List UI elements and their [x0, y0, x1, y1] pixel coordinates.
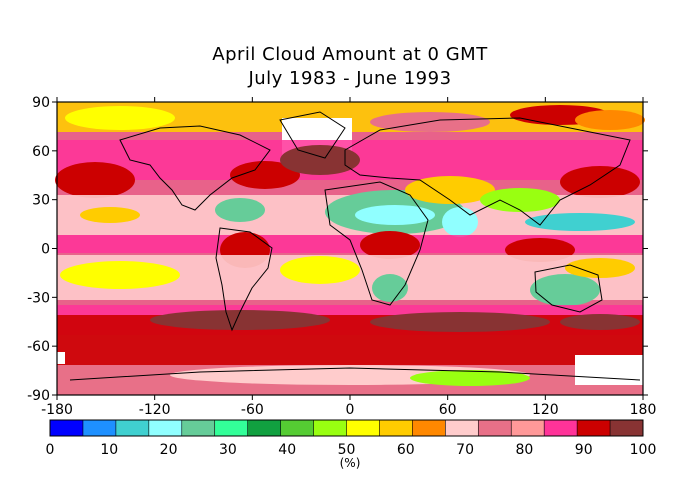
lat-tick-label: -90 — [27, 388, 50, 404]
colorbar-tick-label: 10 — [100, 442, 118, 458]
colorbar-swatch — [50, 420, 84, 436]
colorbar-swatch — [478, 420, 512, 436]
lon-tick-label: 180 — [630, 402, 657, 418]
colorbar-tick-label: 90 — [575, 442, 593, 458]
latitude-ticks: 90 60 30 0 -30 -60 -90 — [27, 95, 648, 404]
lat-tick-label: 90 — [32, 95, 50, 111]
colorbar-swatch — [412, 420, 446, 436]
colorbar-tick-label: 40 — [278, 442, 296, 458]
colorbar-swatch — [247, 420, 282, 436]
colorbar-unit-label: (%) — [340, 456, 361, 470]
map-title-line-2: July 1983 - June 1993 — [248, 68, 452, 89]
colorbar-swatch — [511, 420, 545, 436]
cloud-field — [55, 102, 645, 395]
colorbar-swatch — [577, 420, 611, 436]
lon-tick-label: 0 — [346, 402, 355, 418]
lat-tick-label: 0 — [41, 242, 50, 258]
lat-tick-label: 60 — [32, 144, 50, 160]
lon-tick-label: -60 — [241, 402, 264, 418]
lon-tick-label: -180 — [41, 402, 73, 418]
colorbar-tick-label: 100 — [630, 442, 657, 458]
colorbar-tick-label: 20 — [160, 442, 178, 458]
lon-tick-label: -120 — [139, 402, 171, 418]
colorbar-swatch — [280, 420, 315, 436]
colorbar-swatch — [148, 420, 183, 436]
colorbar-swatch — [214, 420, 249, 436]
lat-tick-label: -30 — [27, 290, 50, 306]
map-plot-area — [55, 101, 645, 396]
colorbar-swatch — [445, 420, 479, 436]
colorbar-tick-label: 80 — [515, 442, 533, 458]
coastlines — [69, 111, 641, 381]
colorbar-tick-label: 0 — [46, 442, 55, 458]
colorbar-tick-label: 30 — [219, 442, 237, 458]
colorbar-swatch — [115, 420, 150, 436]
colorbar-swatch — [544, 420, 578, 436]
colorbar-tick-label: 70 — [456, 442, 474, 458]
map-title-line-1: April Cloud Amount at 0 GMT — [212, 44, 488, 65]
colorbar-tick-label: 50 — [338, 442, 356, 458]
lon-tick-label: 120 — [532, 402, 559, 418]
colorbar — [49, 419, 644, 437]
colorbar-swatch — [82, 420, 117, 436]
colorbar-swatch — [313, 420, 347, 436]
colorbar-swatch — [181, 420, 216, 436]
colorbar-tick-label: 60 — [397, 442, 415, 458]
colorbar-swatch — [379, 420, 413, 436]
lat-tick-label: 30 — [32, 193, 50, 209]
longitude-ticks: -180 -120 -60 0 60 120 180 — [41, 97, 656, 418]
lat-tick-label: -60 — [27, 339, 50, 355]
colorbar-swatch — [346, 420, 380, 436]
colorbar-swatch — [610, 420, 644, 436]
lon-tick-label: 60 — [439, 402, 457, 418]
colorbar-tick-labels: 0 10 20 30 40 50 60 70 80 90 100 — [46, 442, 657, 458]
